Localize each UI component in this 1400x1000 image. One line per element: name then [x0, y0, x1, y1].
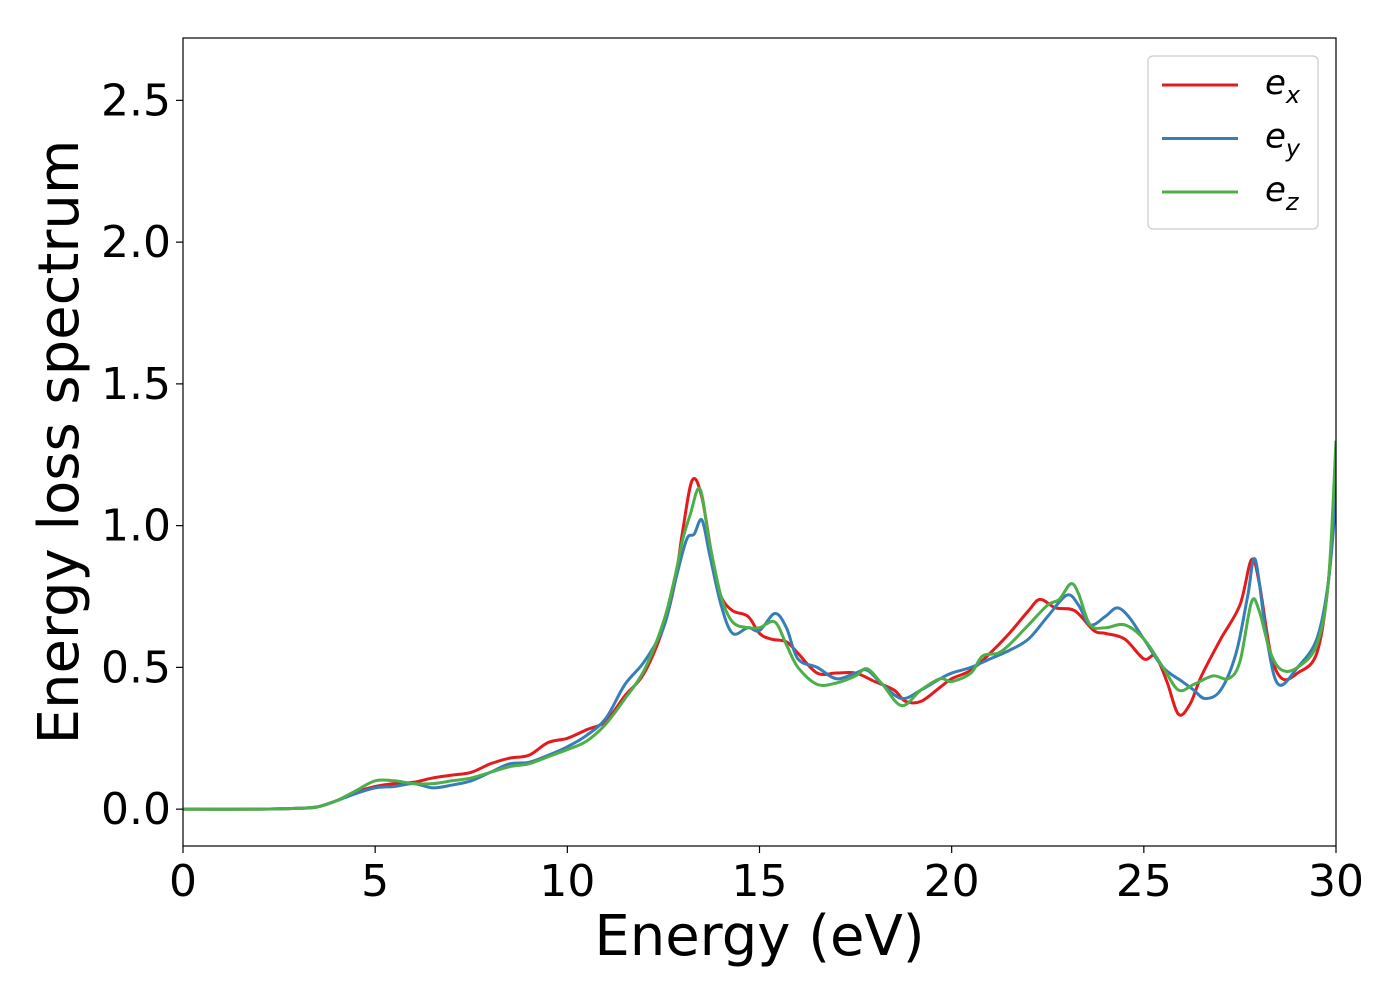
x-axis-title: Energy (eV): [594, 904, 924, 969]
x-tick-label: 10: [539, 856, 595, 907]
x-tick-label: 25: [1116, 856, 1172, 907]
series-line-e-z: [183, 440, 1336, 811]
y-tick-label: 2.0: [101, 217, 171, 268]
legend-label: ey: [1265, 117, 1301, 163]
y-tick-label: 1.5: [101, 359, 171, 410]
series-line-e-y: [183, 497, 1336, 811]
x-tick-label: 15: [732, 856, 788, 907]
legend: ex ey ez: [1147, 55, 1319, 230]
x-axis-ticks: 0 5 10 15 20 25 30: [169, 846, 1364, 907]
y-tick-label: 1.0: [101, 501, 171, 552]
x-tick-label: 0: [169, 856, 197, 907]
legend-label: ez: [1265, 170, 1300, 216]
x-tick-label: 30: [1308, 856, 1364, 907]
y-axis-ticks: 0.0 0.5 1.0 1.5 2.0 2.5: [101, 75, 183, 835]
x-tick-label: 5: [361, 856, 389, 907]
legend-label: ex: [1265, 63, 1301, 109]
x-tick-label: 20: [924, 856, 980, 907]
y-tick-label: 0.5: [101, 642, 171, 693]
y-tick-label: 2.5: [101, 75, 171, 126]
y-tick-label: 0.0: [101, 784, 171, 835]
y-axis-title: Energy loss spectrum: [27, 140, 92, 745]
series-layer: [183, 440, 1336, 811]
series-line-e-x: [183, 474, 1336, 811]
legend-box: [1147, 55, 1319, 230]
